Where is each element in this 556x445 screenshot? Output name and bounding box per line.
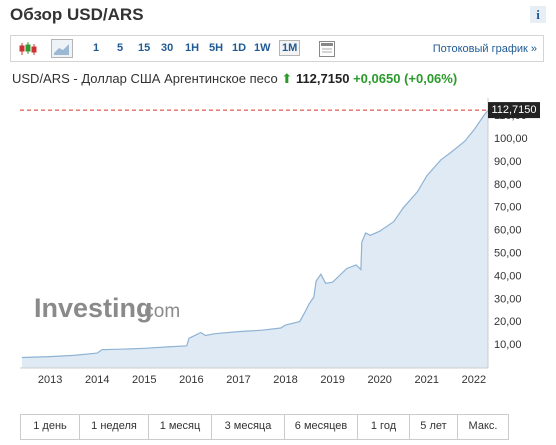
watermark-suffix: .com <box>139 301 180 322</box>
quote-change-pct: (+0,06%) <box>404 71 458 86</box>
price-tag-label: 112,7150 <box>491 104 536 116</box>
period-button[interactable]: 5 лет <box>410 415 458 439</box>
settings-icon[interactable] <box>318 40 336 58</box>
interval-button[interactable]: 5H <box>209 42 224 54</box>
x-tick-label: 2019 <box>320 374 344 386</box>
y-tick-label: 30,00 <box>494 293 522 305</box>
y-tick-label: 100,00 <box>494 133 528 145</box>
quote-line: USD/ARS - Доллар США Аргентинское песо ⬆… <box>12 71 457 87</box>
y-tick-label: 90,00 <box>494 156 522 168</box>
watermark-brand: Investing <box>34 293 153 323</box>
x-tick-label: 2020 <box>367 374 391 386</box>
period-button[interactable]: 1 неделя <box>80 415 149 439</box>
x-tick-label: 2013 <box>38 374 62 386</box>
quote-name: USD/ARS - Доллар США Аргентинское песо <box>12 71 278 86</box>
y-tick-label: 40,00 <box>494 270 522 282</box>
interval-button[interactable]: 1H <box>185 42 200 54</box>
period-button[interactable]: 6 месяцев <box>285 415 358 439</box>
period-button[interactable]: 1 день <box>21 415 80 439</box>
x-tick-label: 2017 <box>226 374 250 386</box>
interval-button[interactable]: 1 <box>93 42 100 54</box>
period-button[interactable]: 3 месяца <box>212 415 285 439</box>
interval-button[interactable]: 15 <box>138 42 151 54</box>
toolbar: Потоковый график » 1 5 15 30 1H 5H 1D 1W 1M <box>10 35 544 62</box>
y-tick-label: 60,00 <box>494 225 522 237</box>
y-tick-label: 70,00 <box>494 202 522 214</box>
y-tick-label: 80,00 <box>494 179 522 191</box>
interval-button[interactable]: 1M <box>279 40 301 56</box>
interval-button[interactable]: 5 <box>117 42 124 54</box>
quote-change: +0,0650 <box>353 71 401 86</box>
period-button[interactable]: Макс. <box>468 420 498 432</box>
y-tick-label: 50,00 <box>494 247 522 259</box>
y-tick-label: 10,00 <box>494 339 522 351</box>
area-icon[interactable] <box>51 39 73 58</box>
period-button[interactable]: 1 месяц <box>149 415 212 439</box>
area-fill <box>21 110 488 368</box>
area-line <box>21 109 489 359</box>
up-arrow: ⬆ <box>281 71 293 86</box>
title: Обзор USD/ARS <box>10 5 144 24</box>
x-tick-label: 2018 <box>273 374 297 386</box>
interval-button[interactable]: 1D <box>232 42 247 54</box>
info-button[interactable]: i <box>530 6 546 23</box>
stream-link[interactable]: Потоковый график » <box>432 43 537 55</box>
x-tick-label: 2016 <box>179 374 203 386</box>
quote-price: 112,7150 <box>295 71 350 86</box>
period-bar: 1 день 1 неделя 1 месяц 3 месяца 6 месяцев 1 … <box>20 414 509 440</box>
price-tag <box>488 102 540 119</box>
x-tick-label: 2022 <box>462 374 486 386</box>
interval-button[interactable]: 1W <box>254 42 271 54</box>
x-tick-label: 2015 <box>132 374 156 386</box>
x-tick-label: 2021 <box>415 374 439 386</box>
period-button[interactable]: 1 год <box>358 415 410 439</box>
x-tick-label: 2014 <box>85 374 109 386</box>
y-tick-label: 20,00 <box>494 316 522 328</box>
candle-icon[interactable] <box>19 41 37 57</box>
chart: Investing .com 10,00 20,00 30,00 40,00 50,00… <box>20 98 540 386</box>
interval-button[interactable]: 30 <box>161 42 174 54</box>
